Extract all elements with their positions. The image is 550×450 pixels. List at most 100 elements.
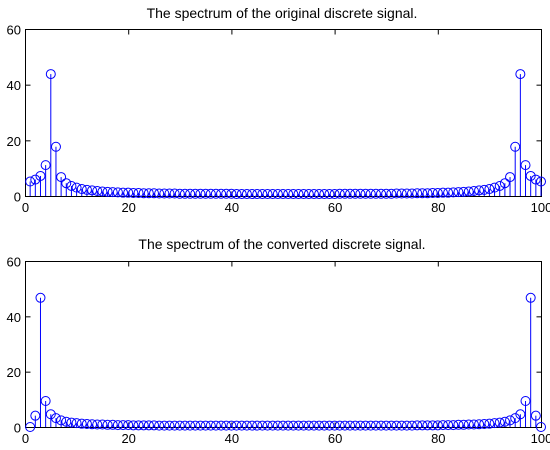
y-tick-label: 40 [7, 78, 21, 93]
stem-marker [179, 420, 190, 431]
stem-marker [293, 189, 304, 200]
chart-title: The spectrum of the original discrete si… [147, 5, 418, 21]
stem-marker [319, 189, 330, 200]
stem-marker [257, 189, 268, 200]
stem-marker [169, 420, 180, 431]
stem-marker [241, 420, 252, 431]
stem-marker [205, 188, 216, 199]
stem-marker [365, 420, 376, 431]
y-tick-label: 60 [7, 23, 21, 38]
y-tick-label: 0 [14, 421, 21, 436]
stem-marker [391, 188, 402, 199]
stem-marker [185, 188, 196, 199]
stem-marker [334, 188, 345, 199]
stem-marker [30, 410, 41, 421]
stem-marker [107, 187, 118, 198]
stem-marker [118, 187, 129, 198]
stem-marker [154, 188, 165, 199]
y-tick-label: 40 [7, 310, 21, 325]
stem-marker [241, 189, 252, 200]
chart-panel-original: The spectrum of the original discrete si… [7, 5, 550, 215]
stem-marker [484, 418, 495, 429]
stem-marker [453, 187, 464, 198]
stem-marker [468, 419, 479, 430]
stem-marker [138, 420, 149, 431]
y-tick-label: 60 [7, 255, 21, 270]
stem-marker [231, 420, 242, 431]
y-tick-label: 0 [14, 190, 21, 205]
stem-marker [112, 420, 123, 431]
stem-marker [437, 187, 448, 198]
stem-marker [510, 141, 521, 152]
stem-marker [520, 395, 531, 406]
x-tick-label: 80 [431, 431, 445, 446]
stem-marker [159, 420, 170, 431]
stem-marker [149, 188, 159, 199]
stem-marker [221, 188, 232, 199]
y-tick-label: 20 [7, 365, 21, 380]
stem-marker [479, 184, 490, 195]
x-tick-label: 80 [431, 200, 445, 215]
stem-marker [298, 189, 309, 200]
y-tick-label: 20 [7, 134, 21, 149]
x-tick-label: 100 [531, 200, 550, 215]
stem-marker [66, 417, 77, 428]
x-tick-label: 20 [121, 431, 135, 446]
stem-marker [272, 420, 283, 431]
stem-marker [303, 420, 314, 431]
stem-marker [133, 420, 144, 431]
stem-marker [432, 187, 443, 198]
stem-marker [25, 176, 36, 187]
stem-marker [314, 189, 325, 200]
stem-marker [97, 186, 108, 197]
stem-marker [422, 188, 433, 199]
stem-marker [216, 420, 227, 431]
stem-marker [360, 188, 371, 199]
stem-marker [252, 189, 263, 200]
stem-marker [339, 188, 350, 199]
stem-marker [474, 185, 485, 196]
stem-marker [308, 420, 319, 431]
stem-marker [505, 172, 516, 183]
stem-marker [143, 188, 154, 199]
stem-marker [443, 187, 454, 198]
stem-marker [437, 420, 448, 431]
stem-marker [396, 420, 407, 431]
stem-marker [138, 188, 149, 199]
stem-marker [515, 69, 526, 80]
stem-marker [81, 184, 92, 195]
x-tick-labels: 0 20 40 60 80 100 [22, 200, 550, 215]
stem-marker [107, 419, 118, 430]
stem-marker [179, 188, 190, 199]
stem-marker [210, 420, 221, 431]
stem-marker [195, 420, 206, 431]
stem-marker [381, 188, 392, 199]
stem-marker [360, 420, 371, 431]
stem-marker [510, 413, 521, 424]
stem-marker [164, 420, 175, 431]
stem-marker [252, 420, 263, 431]
stem-marker [422, 420, 433, 431]
stem-marker [87, 185, 98, 196]
stem-marker [267, 420, 278, 431]
stem-marker [247, 189, 258, 200]
stem-marker [515, 409, 526, 420]
stem-marker [484, 184, 495, 195]
stem-marker [159, 188, 170, 199]
stem-marker [56, 415, 67, 426]
stem-marker [123, 187, 134, 198]
stem-marker [164, 188, 175, 199]
y-tick-labels: 0 20 40 60 [7, 23, 21, 205]
stem-marker [149, 420, 159, 431]
stem-marker [401, 188, 412, 199]
stem-marker [87, 419, 98, 430]
stem-marker [365, 188, 376, 199]
stem-marker [329, 420, 340, 431]
stem-marker [376, 188, 387, 199]
stem-marker [407, 420, 417, 431]
stem-marker [236, 189, 247, 200]
stem-marker [386, 188, 397, 199]
stem-marker [190, 188, 201, 199]
stem-marker [262, 189, 273, 200]
stem-marker [76, 184, 87, 195]
